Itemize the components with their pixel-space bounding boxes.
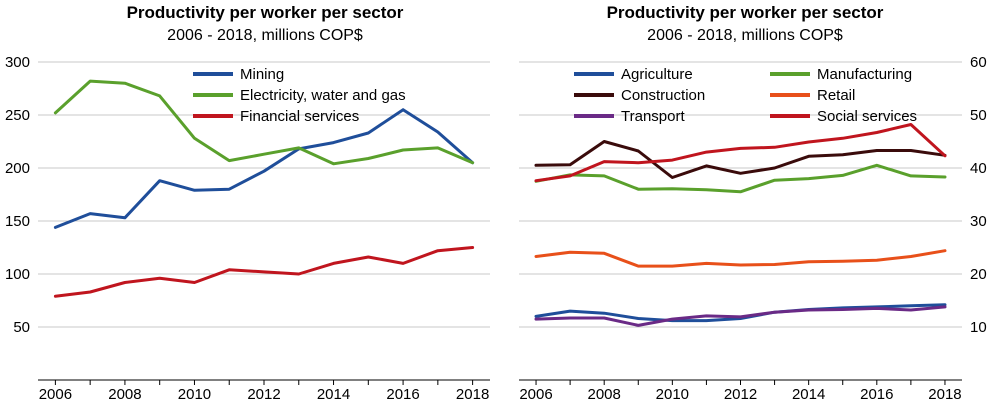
left-x-tick-label: 2008 bbox=[108, 386, 141, 403]
right-x-tick-label: 2006 bbox=[519, 386, 552, 403]
right-legend-label: Construction bbox=[621, 87, 705, 104]
left-series-line-financial-services bbox=[53, 246, 475, 298]
right-legend-label: Manufacturing bbox=[817, 66, 912, 83]
left-legend-label: Electricity, water and gas bbox=[240, 87, 406, 104]
right-y-tick-label: 60 bbox=[970, 54, 987, 71]
left-x-tick-label: 2014 bbox=[317, 386, 350, 403]
right-series-line-agriculture bbox=[534, 303, 947, 323]
left-chart-legend: Mining Electricity, water and gas Financia… bbox=[193, 66, 406, 125]
right-chart-title: Productivity per worker per sector bbox=[607, 3, 884, 22]
right-y-tick-label: 40 bbox=[970, 160, 987, 177]
right-chart-panel: Productivity per worker per sector 2006 … bbox=[519, 3, 987, 403]
left-x-tick-label: 2006 bbox=[39, 386, 72, 403]
left-chart-y-ticks: 50 100 150 200 250 300 bbox=[5, 54, 30, 336]
left-chart-x-ticks: 2006 2008 2010 2012 2014 2016 2018 bbox=[39, 380, 489, 403]
right-legend-label: Retail bbox=[817, 87, 855, 104]
left-x-tick-label: 2010 bbox=[178, 386, 211, 403]
right-series-line-manufacturing bbox=[534, 163, 947, 194]
right-y-tick-label: 20 bbox=[970, 266, 987, 283]
left-x-tick-label: 2012 bbox=[247, 386, 280, 403]
left-series-line-electricity-water-and-gas bbox=[53, 79, 475, 166]
right-series-line-construction bbox=[534, 140, 947, 179]
left-x-tick-label: 2018 bbox=[456, 386, 489, 403]
left-y-tick-label: 150 bbox=[5, 213, 30, 230]
left-legend-label: Financial services bbox=[240, 108, 359, 125]
right-x-tick-label: 2018 bbox=[928, 386, 961, 403]
left-y-tick-label: 200 bbox=[5, 160, 30, 177]
left-y-tick-label: 100 bbox=[5, 266, 30, 283]
left-chart-series bbox=[53, 79, 475, 298]
right-series-line-social-services bbox=[534, 123, 947, 183]
right-x-tick-label: 2008 bbox=[588, 386, 621, 403]
right-chart-y-ticks: 10 20 30 40 50 60 bbox=[970, 54, 987, 336]
right-chart-x-ticks: 2006 2008 2010 2012 2014 2016 2018 bbox=[519, 380, 962, 403]
right-series-line-transport bbox=[534, 305, 947, 327]
right-chart-legend: Agriculture Manufacturing Construction Reta… bbox=[574, 66, 917, 125]
right-x-tick-label: 2014 bbox=[792, 386, 825, 403]
right-chart-series bbox=[534, 123, 947, 327]
right-legend-label: Agriculture bbox=[621, 66, 693, 83]
right-chart-gridlines bbox=[519, 61, 962, 328]
left-chart-gridlines bbox=[38, 61, 490, 328]
right-legend-label: Transport bbox=[621, 108, 685, 125]
left-y-tick-label: 50 bbox=[13, 319, 30, 336]
right-series-line-retail bbox=[534, 249, 947, 268]
right-chart-subtitle: 2006 - 2018, millions COP$ bbox=[647, 27, 843, 44]
right-x-tick-label: 2016 bbox=[860, 386, 893, 403]
right-y-tick-label: 50 bbox=[970, 107, 987, 124]
left-chart-title: Productivity per worker per sector bbox=[127, 3, 404, 22]
right-legend-label: Social services bbox=[817, 108, 917, 125]
left-series-line-mining bbox=[53, 108, 475, 229]
left-legend-label: Mining bbox=[240, 66, 284, 83]
right-y-tick-label: 30 bbox=[970, 213, 987, 230]
right-y-tick-label: 10 bbox=[970, 319, 987, 336]
left-x-tick-label: 2016 bbox=[386, 386, 419, 403]
right-x-tick-label: 2012 bbox=[724, 386, 757, 403]
left-y-tick-label: 300 bbox=[5, 54, 30, 71]
left-y-tick-label: 250 bbox=[5, 107, 30, 124]
left-chart-panel: Productivity per worker per sector 2006 … bbox=[5, 3, 490, 403]
left-chart-subtitle: 2006 - 2018, millions COP$ bbox=[167, 27, 363, 44]
right-x-tick-label: 2010 bbox=[656, 386, 689, 403]
